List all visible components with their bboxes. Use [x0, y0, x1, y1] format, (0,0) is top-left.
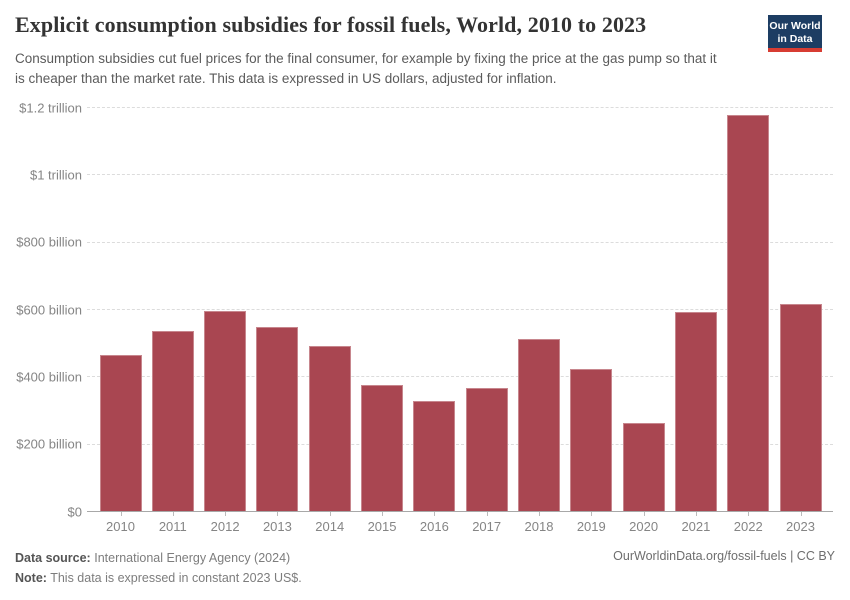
footer-datasource-line: Data source: International Energy Agency… [15, 548, 302, 568]
bar-2012[interactable] [204, 310, 247, 511]
x-axis-tick [329, 512, 331, 516]
x-axis-tick-label: 2019 [576, 519, 606, 534]
x-axis-tick-label: 2022 [733, 519, 763, 534]
y-gridline [87, 241, 833, 243]
footer-note-value: This data is expressed in constant 2023 … [50, 571, 302, 585]
x-axis-tick-label: 2015 [367, 519, 397, 534]
bar-2014[interactable] [308, 346, 351, 511]
y-axis-tick-label: $600 billion [16, 302, 82, 317]
owid-logo[interactable]: Our World in Data [768, 15, 822, 52]
x-axis-tick [591, 512, 593, 516]
y-axis-tick-label: $200 billion [16, 436, 82, 452]
bar-2019[interactable] [570, 368, 613, 511]
y-gridline [87, 107, 833, 108]
x-axis-tick-label: 2014 [315, 519, 345, 534]
bar-2015[interactable] [361, 385, 404, 511]
page-title: Explicit consumption subsidies for fossi… [15, 12, 647, 37]
footer-source-note: Data source: International Energy Agency… [15, 548, 302, 588]
x-axis-tick [643, 512, 645, 516]
footer-datasource-value: International Energy Agency (2024) [94, 551, 291, 565]
x-axis-tick-label: 2021 [681, 519, 711, 534]
bar-2011[interactable] [151, 330, 194, 511]
bar-2016[interactable] [413, 401, 456, 511]
x-axis-tick-label: 2016 [419, 519, 449, 534]
y-gridline [87, 309, 833, 310]
footer-note-label: Note: [15, 571, 47, 585]
x-axis-tick-label: 2017 [472, 519, 502, 534]
x-axis-tick [538, 512, 540, 516]
x-axis-tick [486, 512, 488, 516]
bar-2018[interactable] [517, 338, 560, 511]
bar-2021[interactable] [674, 311, 717, 511]
y-gridline [87, 376, 833, 378]
owid-logo-line2: in Data [777, 33, 813, 45]
y-gridline [87, 174, 833, 176]
x-axis-tick [695, 512, 697, 516]
x-axis-tick-label: 2013 [262, 519, 292, 534]
y-axis-tick-label: $1.2 trillion [19, 100, 82, 115]
x-axis-tick-label: 2023 [786, 519, 815, 534]
page-subtitle: Consumption subsidies cut fuel prices fo… [15, 51, 717, 86]
y-axis-tick-label: $800 billion [16, 234, 82, 250]
x-axis-tick-label: 2011 [158, 519, 187, 534]
x-axis-line [87, 511, 833, 512]
bar-2017[interactable] [465, 388, 508, 511]
x-axis-tick [434, 512, 436, 516]
y-axis-tick-label: $1 trillion [29, 167, 82, 183]
x-axis-tick [748, 512, 750, 516]
x-axis-tick [382, 512, 384, 516]
x-axis-tick-label: 2012 [210, 519, 240, 534]
owid-logo-line1: Our World [769, 20, 821, 32]
y-axis-tick-label: $400 billion [16, 369, 82, 385]
x-axis-tick-label: 2020 [629, 519, 659, 534]
x-axis-tick [172, 512, 174, 516]
bar-2023[interactable] [779, 303, 822, 511]
bar-2010[interactable] [99, 355, 142, 511]
x-axis-tick [277, 512, 279, 516]
footer-note-line: Note: This data is expressed in constant… [15, 568, 302, 588]
bar-2022[interactable] [727, 115, 770, 511]
x-axis-tick-label: 2018 [524, 519, 554, 534]
footer-link[interactable]: OurWorldinData.org/fossil-fuels | CC BY [613, 549, 835, 563]
x-axis-tick [800, 512, 802, 516]
x-axis-tick-label: 2010 [106, 519, 135, 534]
bar-2013[interactable] [256, 327, 299, 511]
x-axis-tick [120, 512, 122, 516]
footer-datasource-label: Data source: [15, 551, 91, 565]
y-gridline [87, 443, 833, 445]
bar-2020[interactable] [622, 423, 665, 511]
y-axis-tick-label: $0 [67, 504, 82, 519]
x-axis-tick [225, 512, 227, 516]
